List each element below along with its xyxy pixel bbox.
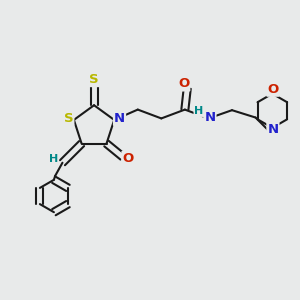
Text: S: S: [89, 73, 99, 86]
Text: H: H: [194, 106, 204, 116]
Text: N: N: [267, 123, 278, 136]
Text: O: O: [178, 77, 189, 91]
Text: O: O: [267, 83, 278, 96]
Text: H: H: [49, 154, 58, 164]
Text: S: S: [64, 112, 74, 125]
Text: N: N: [204, 111, 215, 124]
Text: N: N: [114, 112, 125, 125]
Text: O: O: [122, 152, 134, 165]
